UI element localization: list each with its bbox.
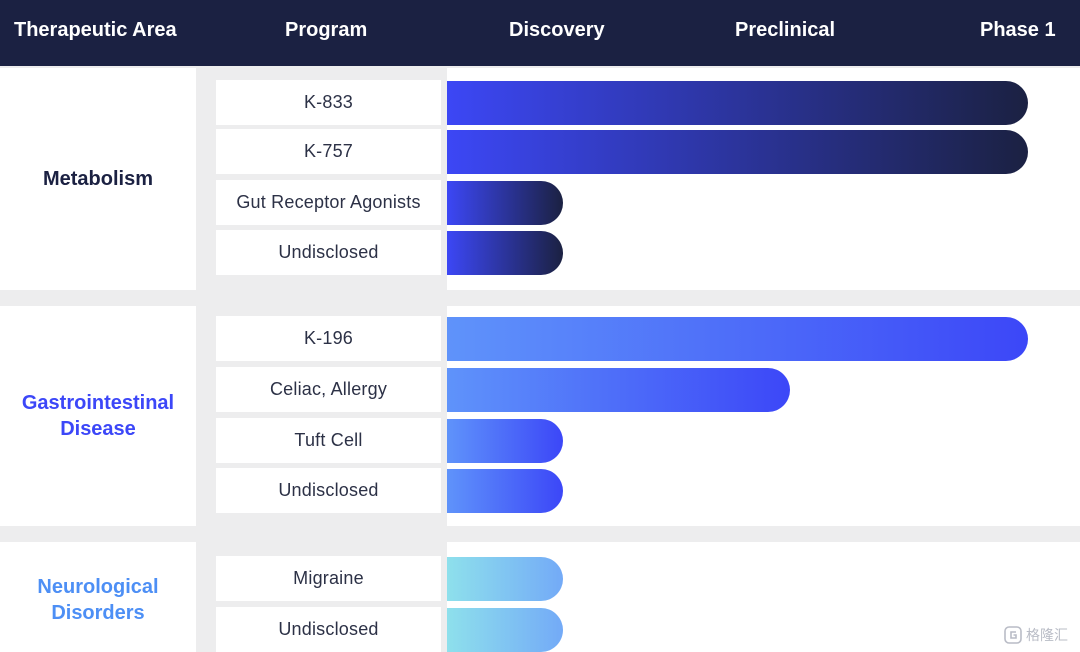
progress-bar — [447, 368, 790, 412]
program-cell: Undisclosed — [216, 230, 441, 275]
area-cell — [0, 306, 196, 526]
program-label: K-196 — [303, 328, 354, 348]
program-label: Tuft Cell — [294, 430, 363, 450]
progress-bar — [447, 130, 1028, 174]
progress-bar — [447, 469, 563, 513]
area-cell — [0, 542, 196, 652]
program-cell: Tuft Cell — [216, 418, 441, 463]
header-therapeutic-area: Therapeutic Area — [14, 19, 177, 41]
therapeutic-area-line: Disorders — [51, 602, 145, 624]
therapeutic-area-line: Disease — [60, 418, 136, 440]
header-discovery: Discovery — [509, 19, 605, 41]
therapeutic-area-label: Metabolism — [0, 166, 196, 192]
program-label: K-833 — [303, 92, 354, 112]
progress-bar — [447, 608, 563, 652]
program-cell: Undisclosed — [216, 468, 441, 513]
program-label: Migraine — [293, 568, 364, 588]
program-label: Gut Receptor Agonists — [236, 192, 421, 212]
program-cell: K-833 — [216, 80, 441, 125]
header-program: Program — [285, 19, 368, 41]
program-label: Undisclosed — [278, 242, 379, 262]
progress-bar — [447, 181, 563, 225]
progress-bar — [447, 81, 1028, 125]
progress-bar — [447, 557, 563, 601]
progress-bar — [447, 419, 563, 463]
progress-bar — [447, 231, 563, 275]
program-cell: K-757 — [216, 129, 441, 174]
program-label: Celiac, Allergy — [269, 379, 388, 399]
watermark-text: 格隆汇 — [1026, 627, 1068, 643]
program-cell: K-196 — [216, 316, 441, 361]
program-cell: Migraine — [216, 556, 441, 601]
therapeutic-area-label: Gastrointestinal Disease — [0, 390, 196, 442]
watermark: 格隆汇 — [1004, 624, 1072, 646]
pipeline-header: Therapeutic Area Program Discovery Precl… — [0, 0, 1080, 66]
therapeutic-area-line: Gastrointestinal — [21, 392, 175, 414]
header-phase-1: Phase 1 — [980, 19, 1056, 41]
program-label: K-757 — [303, 141, 354, 161]
program-label: Undisclosed — [278, 480, 379, 500]
therapeutic-area-line: Metabolism — [42, 168, 154, 190]
program-cell: Celiac, Allergy — [216, 367, 441, 412]
progress-bar — [447, 317, 1028, 361]
program-label: Undisclosed — [278, 619, 379, 639]
therapeutic-area-label: Neurological Disorders — [0, 574, 196, 626]
header-preclinical: Preclinical — [735, 19, 836, 41]
therapeutic-area-line: Neurological — [37, 576, 159, 598]
area-cell — [0, 68, 196, 290]
program-cell: Gut Receptor Agonists — [216, 180, 441, 225]
program-cell: Undisclosed — [216, 607, 441, 652]
gelonghui-logo-icon — [1004, 626, 1022, 644]
